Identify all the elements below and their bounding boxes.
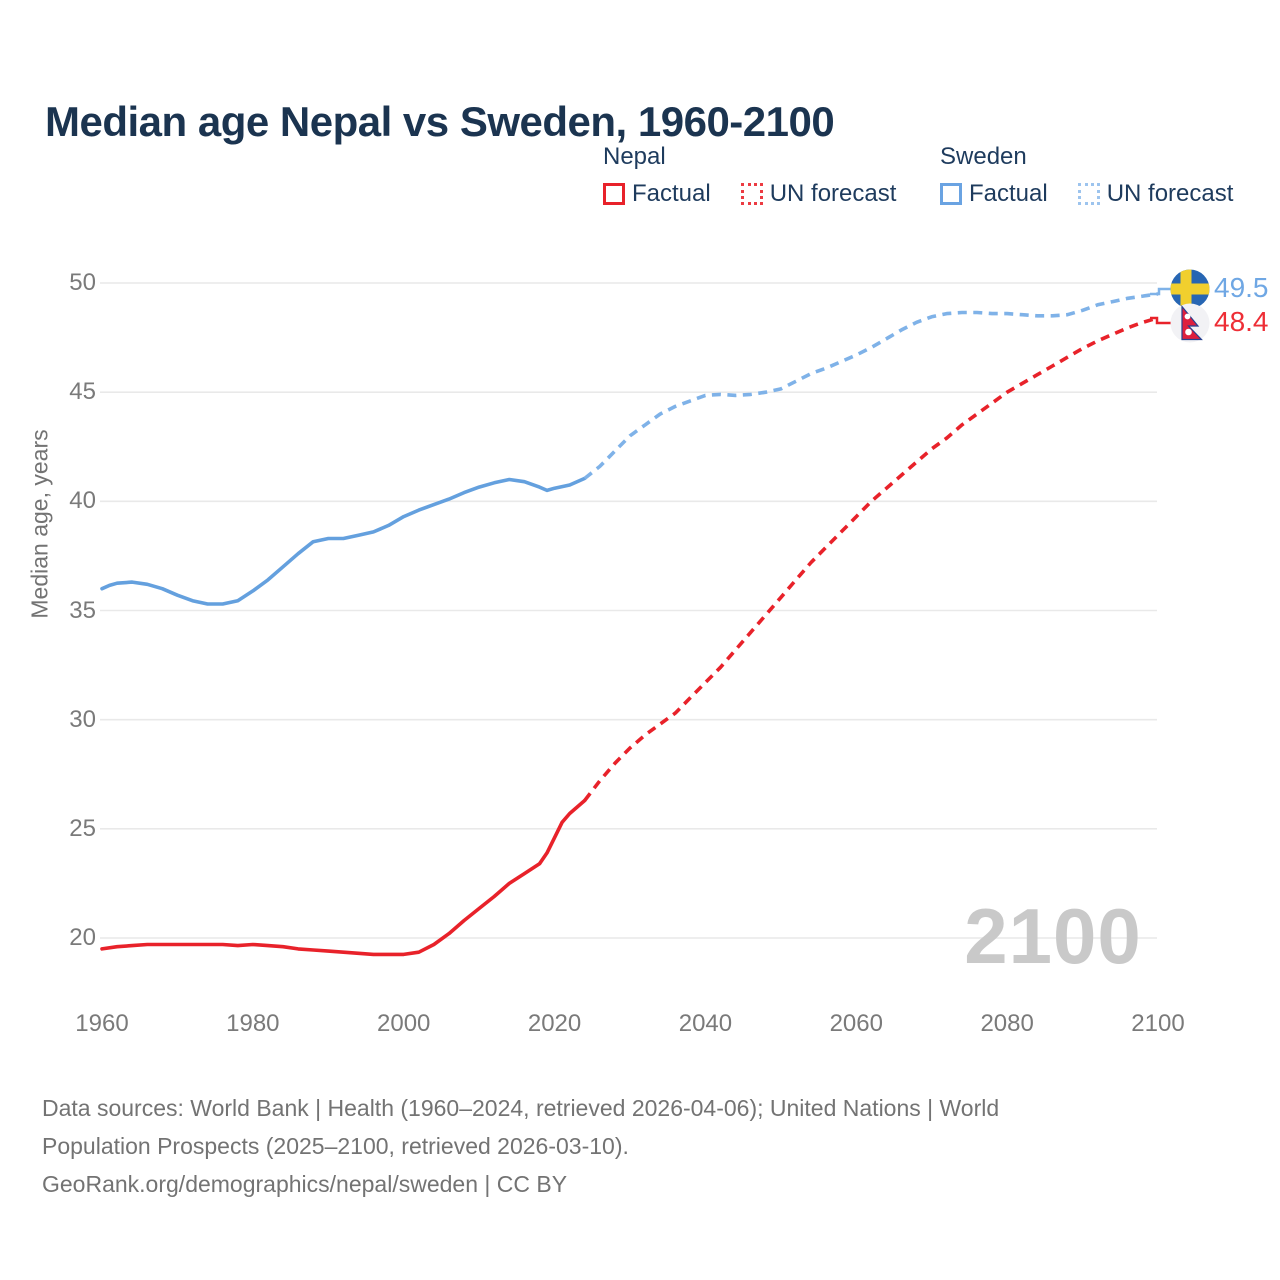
x-tick-2000: 2000 [377,1010,431,1037]
series-sweden-factual [100,476,587,606]
series-nepal-factual [100,798,587,957]
georank-attribution-link[interactable]: GeoRank.org/demographics/nepal/sweden | … [42,1171,568,1197]
y-tick-30: 30 [69,705,96,733]
y-tick-35: 35 [69,596,96,624]
legend-group-sweden: Sweden Factual UN forecast [940,143,1263,208]
nepal-flag-icon [1170,303,1210,343]
dotted-swatch-icon [740,183,763,205]
legend-item-label: UN forecast [769,180,897,207]
x-tick-2080: 2080 [980,1010,1034,1037]
legend-item-nepal-un-forecast[interactable]: UN forecast [740,180,897,208]
dotted-swatch-icon [1077,183,1100,205]
legend-item-sweden-un-forecast[interactable]: UN forecast [1077,180,1234,208]
data-sources-line-1: Data sources: World Bank | Health (1960–… [42,1095,1000,1121]
legend-item-label: UN forecast [1106,180,1234,207]
sweden-flag-icon [1170,269,1210,309]
legend-group-nepal: Nepal Factual UN forecast [603,143,926,208]
year-watermark: 2100 [964,892,1142,980]
legend-item-label: Factual [969,180,1048,207]
x-tick-1980: 1980 [226,1010,280,1037]
data-sources-line-2: Population Prospects (2025–2100, retriev… [42,1133,629,1159]
sweden-end-connector [1150,287,1171,296]
solid-swatch-icon [603,183,625,205]
end-value-nepal: 48.4 [1214,306,1269,337]
nepal-end-connector [1150,316,1171,325]
legend-item-nepal-factual[interactable]: Factual [603,180,711,208]
legend-group-title-sweden: Sweden [940,143,1027,170]
solid-swatch-icon [940,183,962,205]
legend-item-sweden-factual[interactable]: Factual [940,180,1048,208]
y-tick-45: 45 [69,378,96,406]
page-title: Median age Nepal vs Sweden, 1960-2100 [45,98,835,146]
legend-group-title-nepal: Nepal [603,143,666,170]
y-tick-25: 25 [69,814,96,842]
x-tick-2100: 2100 [1131,1010,1185,1037]
end-value-sweden: 49.5 [1214,272,1269,303]
x-tick-2060: 2060 [829,1010,883,1037]
x-tick-2040: 2040 [678,1010,733,1037]
y-tick-40: 40 [69,487,96,515]
x-tick-1960: 1960 [75,1010,129,1037]
legend-item-label: Factual [632,180,711,207]
footer: Data sources: World Bank | Health (1960–… [42,1089,999,1203]
series-nepal-un-forecast [583,316,1159,802]
x-tick-2020: 2020 [527,1010,582,1037]
y-tick-50: 50 [69,269,96,296]
series-sweden-un-forecast [583,292,1159,480]
y-tick-20: 20 [69,924,96,951]
